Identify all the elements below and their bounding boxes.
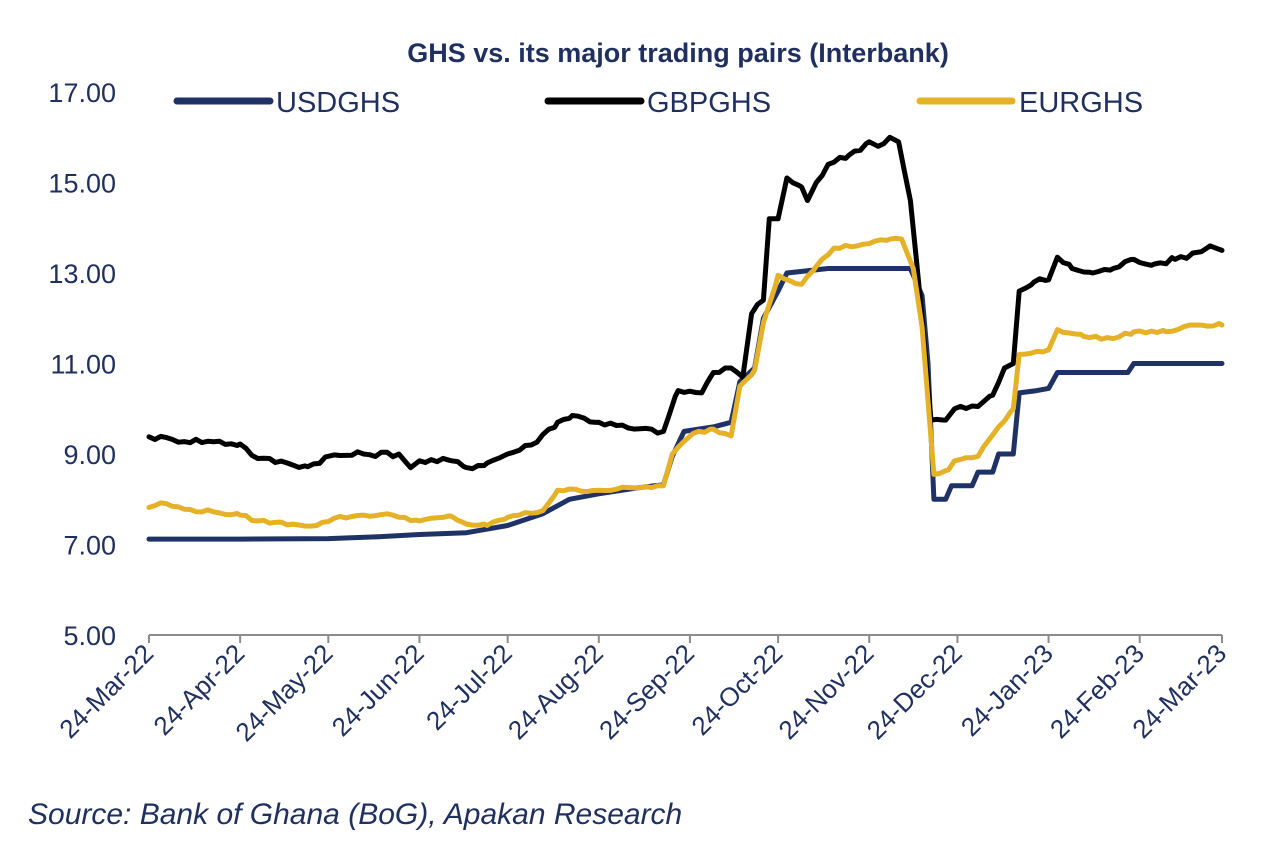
x-tick-label: 24-Jun-22: [326, 638, 430, 742]
chart-title: GHS vs. its major trading pairs (Interba…: [407, 38, 949, 68]
legend-label-usdghs: USDGHS: [276, 87, 400, 119]
legend-label-eurghs: EURGHS: [1019, 87, 1143, 119]
series-line-usdghs: [146, 266, 1225, 542]
x-tick-label: 24-Jan-23: [955, 638, 1059, 742]
series-line-eurghs: [146, 235, 1225, 529]
x-tick-label: 24-May-22: [229, 638, 338, 747]
y-tick-label: 17.00: [48, 78, 116, 108]
x-tick-label: 24-Mar-22: [53, 638, 159, 744]
x-axis: 24-Mar-2224-Apr-2224-May-2224-Jun-2224-J…: [53, 634, 1232, 747]
series-lines: [146, 134, 1225, 542]
y-tick-label: 5.00: [63, 621, 116, 651]
y-tick-label: 11.00: [50, 350, 116, 380]
y-tick-label: 15.00: [48, 169, 116, 199]
x-tick-label: 24-Jul-22: [420, 638, 518, 736]
x-tick-label: 24-Nov-22: [772, 638, 879, 745]
y-tick-label: 13.00: [48, 259, 116, 289]
y-axis: 5.00 7.00 9.00 11.00 13.00 15.00 17.00: [48, 78, 116, 651]
x-tick-label: 24-Aug-22: [502, 638, 609, 745]
legend-label-gbpghs: GBPGHS: [647, 87, 771, 119]
series-line-gbpghs: [146, 134, 1225, 472]
source-note: Source: Bank of Ghana (BoG), Apakan Rese…: [28, 798, 683, 831]
y-tick-label: 7.00: [63, 531, 116, 561]
x-tick-label: 24-Dec-22: [861, 638, 968, 745]
legend: USDGHS GBPGHS EURGHS: [173, 87, 1143, 119]
x-tick-label: 24-Sep-22: [593, 638, 700, 745]
y-tick-label: 9.00: [63, 440, 116, 470]
